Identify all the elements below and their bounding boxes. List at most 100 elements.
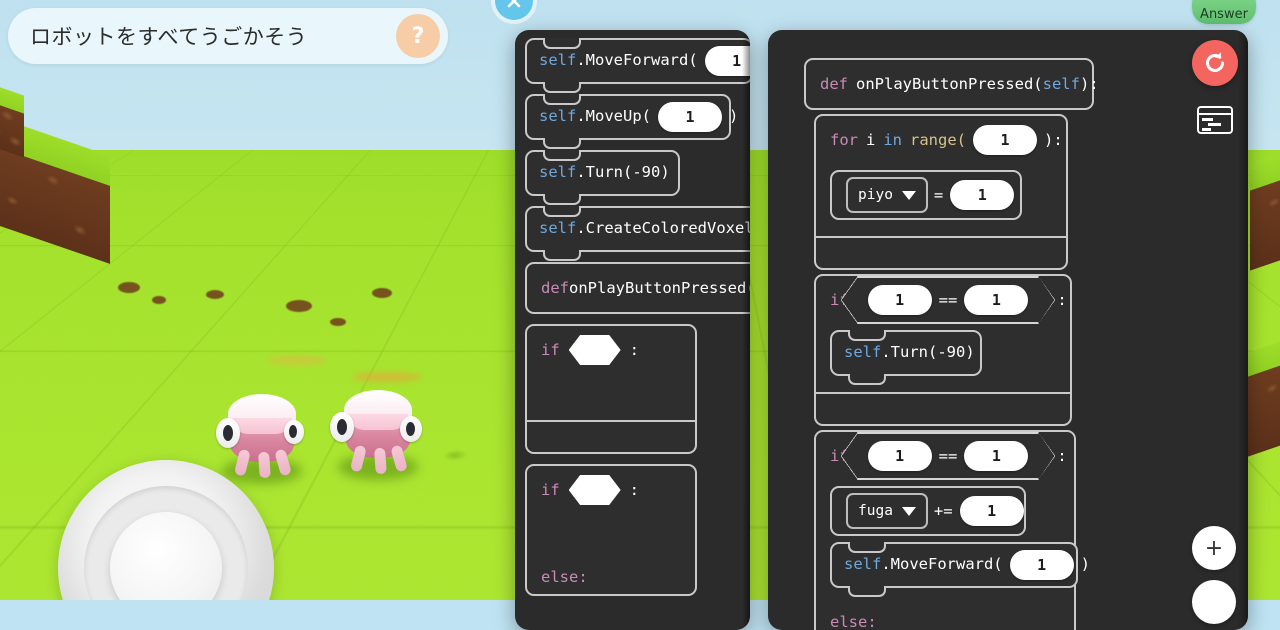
code-window-icon[interactable] bbox=[1196, 104, 1234, 136]
token-self: self bbox=[539, 219, 577, 238]
number-input-left[interactable]: 1 bbox=[867, 441, 932, 471]
editor-block-assign-fuga[interactable]: fuga += 1 bbox=[830, 486, 1026, 536]
token-call: MoveForward( bbox=[585, 51, 698, 70]
block-notch-bottom bbox=[543, 194, 581, 205]
number-input[interactable]: 1 bbox=[704, 46, 750, 76]
block-else-header: else: bbox=[816, 604, 1074, 630]
token-dot: . bbox=[576, 163, 586, 182]
dirt-patch bbox=[206, 290, 224, 299]
block-header: fuga += 1 bbox=[832, 488, 1024, 534]
condition-edge-right bbox=[1038, 276, 1056, 324]
block-notch-bottom bbox=[848, 586, 886, 597]
condition-expression[interactable]: 1 == 1 bbox=[840, 432, 1056, 480]
block-footer bbox=[525, 420, 697, 452]
variable-dropdown-fuga[interactable]: fuga bbox=[846, 493, 928, 529]
block-header: for i in range( 1 ): bbox=[816, 116, 1066, 164]
token-funcname: onPlayButtonPressed( bbox=[569, 279, 750, 297]
block-header: if : bbox=[527, 326, 695, 374]
zoom-in-button[interactable]: + bbox=[1192, 526, 1236, 570]
token-loopvar: i bbox=[866, 131, 876, 149]
token-call: .MoveForward( bbox=[881, 555, 1003, 574]
dirt-patch bbox=[380, 560, 404, 572]
number-input-assign[interactable]: 1 bbox=[950, 180, 1015, 210]
token-assign-op: += bbox=[933, 502, 953, 520]
palette-block-if-1[interactable]: if : bbox=[525, 324, 697, 454]
token-keyword-else: else: bbox=[830, 613, 877, 630]
number-input[interactable]: 1 bbox=[658, 102, 722, 132]
editor-block-def[interactable]: def onPlayButtonPressed( self ): bbox=[804, 58, 1099, 110]
block-body-slot[interactable] bbox=[541, 514, 695, 560]
token-self: self bbox=[1042, 75, 1080, 93]
editor-block-if-2[interactable]: if 1 == 1 : fuga += bbox=[814, 430, 1090, 630]
editor-block-assign-piyo[interactable]: piyo = 1 bbox=[830, 170, 1022, 220]
palette-block-moveforward[interactable]: self . MoveForward( 1 bbox=[525, 38, 750, 93]
variable-dropdown-piyo[interactable]: piyo bbox=[846, 177, 928, 213]
zoom-out-button[interactable] bbox=[1192, 580, 1236, 624]
block-body-slot[interactable] bbox=[541, 374, 695, 420]
robot-leg bbox=[374, 447, 387, 475]
condition-edge-left bbox=[840, 276, 858, 324]
robot-visor bbox=[348, 414, 408, 430]
number-input-range[interactable]: 1 bbox=[973, 125, 1038, 155]
token-tail: ): bbox=[1079, 75, 1099, 93]
editor-block-for[interactable]: for i in range( 1 ): piyo = 1 bbox=[814, 114, 1068, 270]
robot-leg bbox=[258, 451, 271, 479]
robot-eye-right bbox=[400, 416, 422, 442]
palette-block-createcoloredvoxel[interactable]: self . CreateColoredVoxel( bbox=[525, 206, 750, 261]
condition-slot[interactable] bbox=[568, 475, 621, 505]
close-icon[interactable] bbox=[495, 0, 533, 20]
token-colon: : bbox=[629, 341, 640, 359]
condition-slot[interactable] bbox=[568, 335, 621, 365]
token-self: self bbox=[844, 343, 882, 362]
palette-block-if-else[interactable]: if : else: bbox=[525, 464, 697, 596]
editor-block-if-1[interactable]: if 1 == 1 : self .Turn(-90) bbox=[814, 274, 1072, 426]
help-icon[interactable]: ? bbox=[396, 14, 440, 58]
number-input-right[interactable]: 1 bbox=[964, 441, 1029, 471]
code-editor-panel[interactable]: def onPlayButtonPressed( self ): for i i… bbox=[768, 30, 1248, 630]
dropdown-label: fuga bbox=[858, 503, 893, 519]
condition-edge-left bbox=[840, 432, 858, 480]
block-body-slot[interactable]: piyo = 1 bbox=[830, 164, 1066, 236]
robot-character[interactable] bbox=[214, 392, 310, 484]
number-input-move[interactable]: 1 bbox=[1009, 550, 1074, 580]
block-palette-panel[interactable]: self . MoveForward( 1 self . MoveUp( 1 )… bbox=[515, 30, 750, 630]
block-body-slot[interactable]: fuga += 1 self .MoveForward( 1 ) bbox=[830, 480, 1090, 604]
block-notch-top bbox=[543, 150, 581, 161]
token-funcname: onPlayButtonPressed( bbox=[856, 75, 1043, 93]
block-header: if : bbox=[527, 466, 695, 514]
condition-edge-right bbox=[1038, 432, 1056, 480]
condition-expression[interactable]: 1 == 1 bbox=[840, 276, 1056, 324]
answer-button[interactable]: Answer bbox=[1192, 0, 1256, 24]
chevron-down-icon bbox=[901, 506, 916, 516]
dirt-patch bbox=[372, 288, 392, 298]
block-notch-top bbox=[848, 330, 886, 341]
editor-block-turn[interactable]: self .Turn(-90) bbox=[830, 330, 982, 385]
dirt-patch bbox=[18, 486, 38, 496]
token-dot: . bbox=[576, 51, 586, 70]
block-header: if 1 == 1 : bbox=[816, 276, 1070, 324]
token-paren: ) bbox=[1080, 555, 1090, 574]
dirt-patch bbox=[448, 540, 468, 551]
token-keyword-in: in bbox=[883, 131, 903, 149]
mission-text: ロボットをすべてうごかそう bbox=[30, 25, 308, 49]
robot-visor bbox=[232, 418, 292, 434]
number-input-left[interactable]: 1 bbox=[867, 285, 932, 315]
token-keyword-def: def bbox=[820, 75, 848, 93]
joystick-knob[interactable] bbox=[110, 512, 222, 600]
block-header: def onPlayButtonPressed( self ): bbox=[806, 60, 1099, 108]
reset-rotate-icon[interactable] bbox=[1192, 40, 1238, 86]
number-input-right[interactable]: 1 bbox=[964, 285, 1029, 315]
block-notch-bottom bbox=[848, 374, 886, 385]
palette-block-def[interactable]: def onPlayButtonPressed( bbox=[525, 262, 750, 314]
robot-character[interactable] bbox=[330, 388, 426, 480]
editor-block-moveforward[interactable]: self .MoveForward( 1 ) bbox=[830, 542, 1090, 597]
palette-block-moveup[interactable]: self . MoveUp( 1 ) bbox=[525, 94, 738, 149]
token-dot: . bbox=[576, 107, 586, 126]
block-notch-top bbox=[543, 38, 581, 49]
token-call: Turn(-90) bbox=[585, 163, 670, 182]
block-notch-bottom bbox=[543, 82, 581, 93]
token-keyword-else: else: bbox=[541, 568, 588, 586]
block-body-slot[interactable]: self .Turn(-90) bbox=[830, 324, 1070, 392]
palette-block-turn[interactable]: self . Turn(-90) bbox=[525, 150, 680, 205]
number-input-assign[interactable]: 1 bbox=[959, 496, 1024, 526]
